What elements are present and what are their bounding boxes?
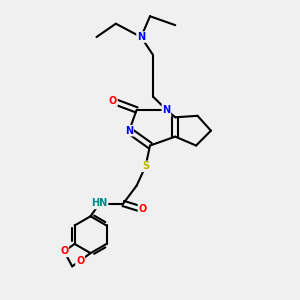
Text: N: N bbox=[137, 32, 145, 42]
Text: O: O bbox=[60, 246, 68, 256]
Text: HN: HN bbox=[91, 199, 108, 208]
Text: S: S bbox=[142, 161, 149, 171]
Text: N: N bbox=[162, 105, 170, 115]
Text: O: O bbox=[76, 256, 84, 266]
Text: N: N bbox=[125, 126, 133, 136]
Text: O: O bbox=[109, 96, 117, 106]
Text: O: O bbox=[138, 204, 147, 214]
